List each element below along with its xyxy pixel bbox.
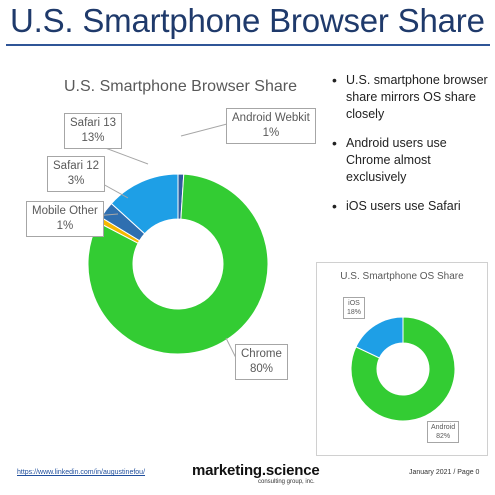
callout-chrome-pct: 80% — [249, 363, 273, 375]
callout-safari-13-label: Safari 13 — [70, 117, 117, 129]
callout-android-webkit-pct: 1% — [262, 127, 280, 139]
leader-safari-13 — [99, 145, 149, 165]
slice-ios — [355, 316, 404, 359]
callout-android-label: Android — [431, 424, 456, 431]
bullet-item: U.S. smartphone browser share mirrors OS… — [330, 72, 490, 123]
callout-android-webkit: Android Webkit 1% — [226, 108, 316, 144]
bullet-item: Android users use Chrome almost exclusiv… — [330, 135, 490, 186]
callout-mobile-other-pct: 1% — [56, 220, 74, 232]
callout-ios: iOS 18% — [343, 297, 366, 319]
date-page-number: January 2021 / Page 0 — [409, 469, 480, 476]
bullet-item: iOS users use Safari — [330, 198, 490, 215]
slide-title: U.S. Smartphone Browser Share — [10, 2, 485, 39]
callout-chrome: Chrome 80% — [235, 344, 288, 380]
callout-safari-13: Safari 13 13% — [64, 113, 123, 149]
leader-android-webkit — [180, 123, 228, 137]
callout-safari-12-label: Safari 12 — [53, 160, 100, 172]
os-share-chart: U.S. Smartphone OS Share iOS 18% Android… — [316, 262, 488, 456]
title-underline — [6, 44, 490, 46]
browser-share-donut — [87, 123, 269, 359]
callout-chrome-label: Chrome — [241, 348, 282, 360]
browser-share-chart: Android Webkit 1% Safari 13 13% Safari 1… — [0, 66, 316, 406]
linkedin-link[interactable]: https://www.linkedin.com/in/augustinefou… — [17, 469, 146, 476]
callout-safari-13-pct: 13% — [81, 132, 105, 144]
os-chart-title: U.S. Smartphone OS Share — [340, 271, 464, 282]
browser-chart-title: U.S. Smartphone Browser Share — [64, 78, 297, 95]
slice-chrome — [87, 173, 269, 355]
callout-ios-pct: 18% — [347, 309, 362, 316]
callout-android-pct: 82% — [436, 433, 451, 440]
slice-safari-13 — [110, 173, 179, 235]
callout-android-webkit-label: Android Webkit — [232, 112, 310, 124]
os-share-donut — [350, 316, 456, 422]
slice-android — [350, 316, 456, 422]
bullet-list: U.S. smartphone browser share mirrors OS… — [330, 72, 490, 227]
callout-safari-12-pct: 3% — [67, 175, 85, 187]
callout-mobile-other: Mobile Other 1% — [26, 201, 104, 237]
callout-mobile-other-label: Mobile Other — [32, 205, 98, 217]
callout-safari-12: Safari 12 3% — [47, 156, 106, 192]
brand-logo: marketing.science — [192, 462, 320, 479]
leader-chrome — [225, 337, 237, 359]
callout-ios-label: iOS — [348, 300, 360, 307]
callout-android: Android 82% — [427, 421, 460, 443]
brand-subtitle: consulting group, inc. — [258, 479, 315, 485]
